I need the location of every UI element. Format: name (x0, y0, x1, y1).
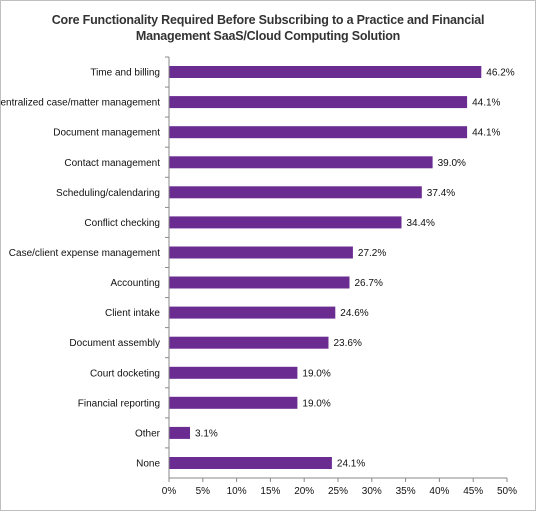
value-label: 39.0% (438, 158, 466, 169)
bar (169, 457, 332, 469)
bar (169, 246, 353, 259)
value-label: 19.0% (302, 368, 330, 379)
x-axis: 0% 5% 10% 15% 20% 25% 30% 35% 40% 45% 50% (162, 477, 517, 497)
bar (169, 306, 336, 319)
x-tick-label: 50% (497, 486, 517, 497)
x-tick-label: 25% (328, 486, 348, 497)
bar (169, 126, 468, 139)
value-label: 26.7% (355, 278, 383, 289)
y-axis (165, 56, 170, 478)
value-label: 24.1% (337, 459, 365, 470)
category-label: Conflict checking (84, 218, 160, 229)
chart-title-line-1: Core Functionality Required Before Subsc… (51, 13, 485, 27)
category-label: Financial reporting (78, 398, 160, 409)
bar (169, 276, 350, 289)
category-label: Document assembly (69, 338, 160, 349)
category-label: Accounting (111, 278, 160, 289)
value-label: 44.1% (472, 128, 500, 139)
value-label: 34.4% (407, 218, 435, 229)
value-label: 19.0% (302, 398, 330, 409)
x-tick-label: 40% (429, 486, 449, 497)
x-tick-label: 20% (294, 486, 314, 497)
bar (169, 96, 468, 109)
category-label: Contact management (64, 158, 160, 169)
category-labels-group: Time and billing Centralized case/matter … (0, 68, 161, 470)
bar (169, 216, 402, 229)
x-tick-label: 15% (260, 486, 280, 497)
category-label: Centralized case/matter management (0, 98, 160, 109)
bar (169, 366, 298, 379)
category-label: None (136, 459, 160, 470)
category-label: Client intake (105, 308, 160, 319)
bar (169, 66, 482, 78)
category-label: Case/client expense management (9, 248, 160, 259)
bar (169, 156, 433, 169)
x-tick-label: 35% (396, 486, 416, 497)
category-label: Time and billing (90, 68, 160, 79)
chart-title: Core Functionality Required Before Subsc… (40, 12, 496, 44)
value-label: 37.4% (427, 188, 455, 199)
x-tick-label: 10% (227, 486, 247, 497)
value-labels-group: 46.2% 44.1% 44.1% 39.0% 37.4% 34.4% 27.2% 26.7%… (195, 68, 515, 470)
x-tick-label: 30% (362, 486, 382, 497)
bar (169, 426, 190, 439)
value-label: 27.2% (358, 248, 386, 259)
value-label: 24.6% (340, 308, 368, 319)
x-tick-label: 5% (196, 486, 211, 497)
category-label: Court docketing (90, 368, 160, 379)
value-label: 3.1% (195, 428, 218, 439)
bar (169, 186, 422, 199)
bar (169, 396, 298, 409)
value-label: 44.1% (472, 98, 500, 109)
x-tick-label: 0% (162, 486, 177, 497)
value-label: 23.6% (334, 338, 362, 349)
bars-group (169, 66, 482, 469)
chart-title-line-2: Management SaaS/Cloud Computing Solution (135, 29, 401, 43)
category-label: Document management (53, 128, 160, 139)
x-tick-label: 45% (463, 486, 483, 497)
value-label: 46.2% (486, 68, 514, 79)
category-label: Other (135, 428, 161, 439)
category-label: Scheduling/calendaring (56, 188, 160, 199)
bar (169, 336, 329, 349)
